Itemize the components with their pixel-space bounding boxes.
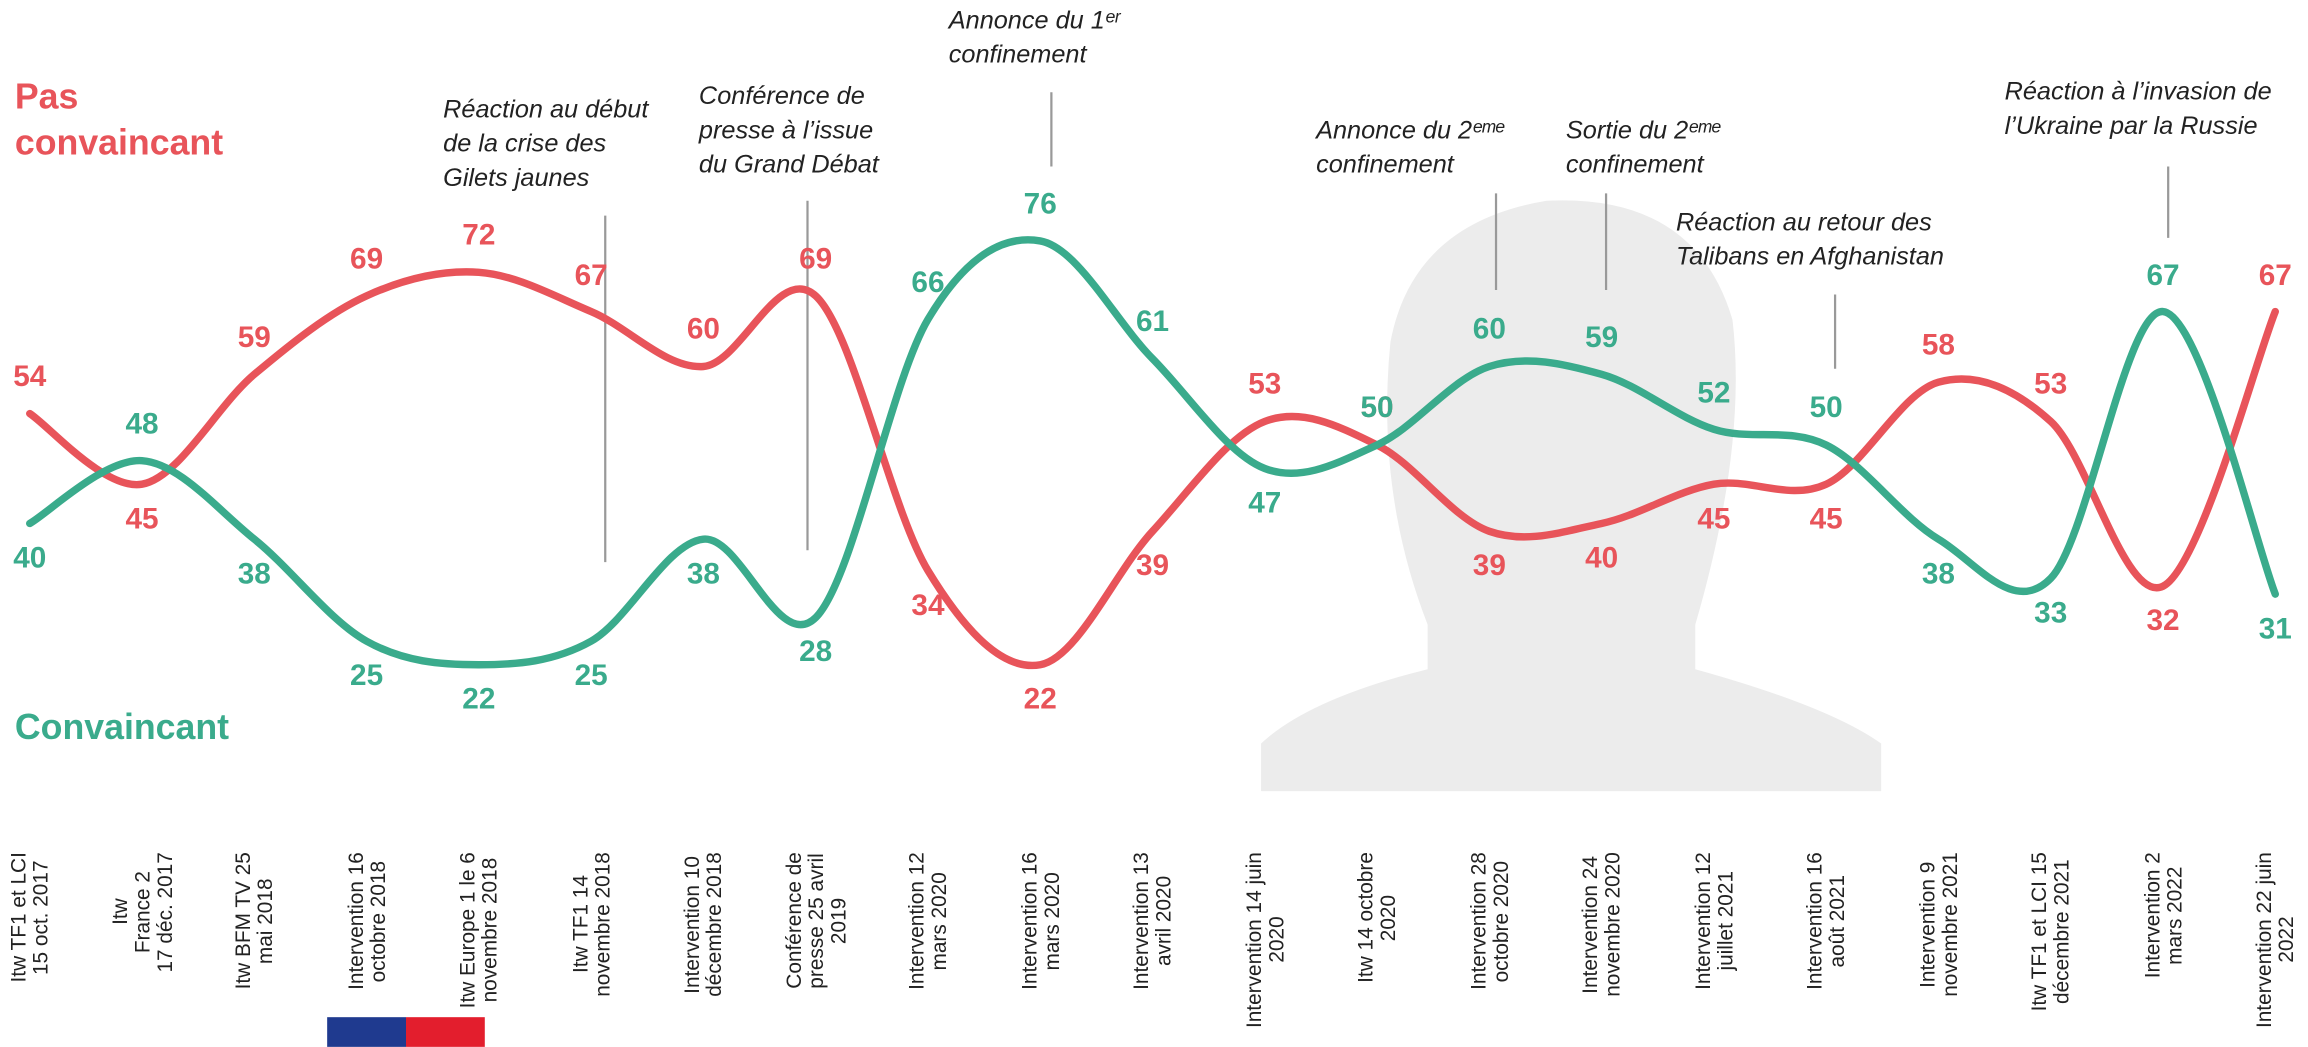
value-label: 38 <box>686 557 720 591</box>
x-tick-label: Intervention 24 novembre 2020 <box>1577 852 1624 997</box>
value-label: 45 <box>1697 502 1731 536</box>
x-tick-label: Intervention 16 août 2021 <box>1802 852 1849 990</box>
portrait-background <box>1261 200 1882 792</box>
value-label: 50 <box>1360 392 1394 425</box>
value-label: 39 <box>1472 549 1506 583</box>
value-label: 34 <box>911 589 945 622</box>
value-label: 67 <box>2258 258 2292 292</box>
value-label: 76 <box>1023 188 1057 221</box>
value-label: 40 <box>1585 542 1619 575</box>
value-label: 32 <box>2146 604 2180 638</box>
value-label: 28 <box>799 636 833 669</box>
value-label: 25 <box>350 659 384 693</box>
value-label: 33 <box>2034 596 2068 630</box>
value-label: 50 <box>1360 392 1394 425</box>
value-label: 61 <box>1135 305 1170 339</box>
x-tick-label: Intervention 16 mars 2020 <box>1016 852 1063 990</box>
x-tick-label: Itw BFM TV 25 mai 2018 <box>230 852 277 990</box>
value-label: 69 <box>350 243 384 276</box>
value-label: 48 <box>125 407 159 441</box>
x-tick-label: Intervention 10 décembre 2018 <box>679 852 726 997</box>
x-tick-label: Intervention 12 juillet 2021 <box>1690 852 1737 990</box>
value-label: 67 <box>574 258 608 292</box>
annotation: Réaction au début de la crise des Gilets… <box>443 95 649 192</box>
x-tick-label: Conférence de presse 25 avril 2019 <box>780 852 850 989</box>
value-label: 25 <box>574 659 608 693</box>
value-label: 72 <box>462 219 496 253</box>
value-label: 22 <box>1023 683 1057 717</box>
annotation: Réaction au retour des Talibans en Afgha… <box>1675 208 1944 271</box>
value-label: 59 <box>1585 321 1619 355</box>
annotation: Conférence de presse à l’issue du Grand … <box>698 81 879 179</box>
x-tick-label: Intervention 13 avril 2020 <box>1128 852 1175 990</box>
value-label: 67 <box>2146 258 2180 292</box>
x-tick-label: Intervention 14 juin 2020 <box>1240 852 1288 1029</box>
value-label: 22 <box>462 683 496 717</box>
logo-lci <box>327 1017 485 1047</box>
value-label: 38 <box>237 557 271 591</box>
annotation: Réaction à l’invasion de l’Ukraine par l… <box>2004 77 2272 140</box>
x-tick-label: Intervention 2 mars 2022 <box>2139 852 2186 979</box>
x-tick-label: Intervention 28 octobre 2020 <box>1465 852 1512 990</box>
value-label: 47 <box>1248 487 1282 520</box>
value-label: 39 <box>1135 549 1170 583</box>
value-label: 69 <box>799 243 833 276</box>
value-label: 58 <box>1921 329 1955 363</box>
value-label: 50 <box>1809 392 1843 425</box>
x-tick-label: Itw 14 octobre 2020 <box>1353 852 1400 983</box>
annotation: Annonce du 2ᵉᵐᵉ confinement <box>1316 115 1505 179</box>
value-label: 59 <box>237 321 271 355</box>
value-label: 45 <box>1809 502 1843 536</box>
series-name: Convaincant <box>14 707 230 749</box>
value-label: 40 <box>13 542 47 575</box>
value-label: 45 <box>125 502 159 536</box>
value-label: 53 <box>1248 368 1282 402</box>
value-label: 38 <box>1921 557 1955 591</box>
series-line <box>26 236 2279 669</box>
x-tick-label: Intervention 22 juin 2022 <box>2251 852 2298 1029</box>
x-tick-label: Intervention 9 novembre 2021 <box>1914 852 1961 997</box>
value-label: 60 <box>686 313 720 347</box>
value-label: 53 <box>2034 368 2068 402</box>
value-label: 66 <box>911 266 945 300</box>
value-label: 31 <box>2258 612 2292 646</box>
value-label: 54 <box>13 360 47 394</box>
x-tick-label: Intervention 16 octobre 2018 <box>342 852 389 990</box>
annotation: Sortie du 2ᵉᵐᵉ confinement <box>1565 115 1721 179</box>
value-label: 52 <box>1697 376 1731 410</box>
x-tick-label: Itw TF1 14 novembre 2018 <box>567 852 614 997</box>
series-name: Pas convaincant <box>14 77 224 164</box>
value-label: 60 <box>1472 313 1506 347</box>
x-tick-label: Itw Europe 1 le 6 novembre 2018 <box>455 852 502 1009</box>
x-tick-label: Itw TF1 et LCI 15 décembre 2021 <box>2026 852 2074 1012</box>
x-tick-label: Itw France 2 17 déc. 2017 <box>107 852 176 973</box>
series-line <box>26 268 2279 670</box>
annotation: Annonce du 1ᵉʳ confinement <box>948 5 1121 69</box>
x-tick-label: Intervention 12 mars 2020 <box>904 852 951 990</box>
x-tick-label: Itw TF1 et LCI 15 oct. 2017 <box>5 852 53 983</box>
